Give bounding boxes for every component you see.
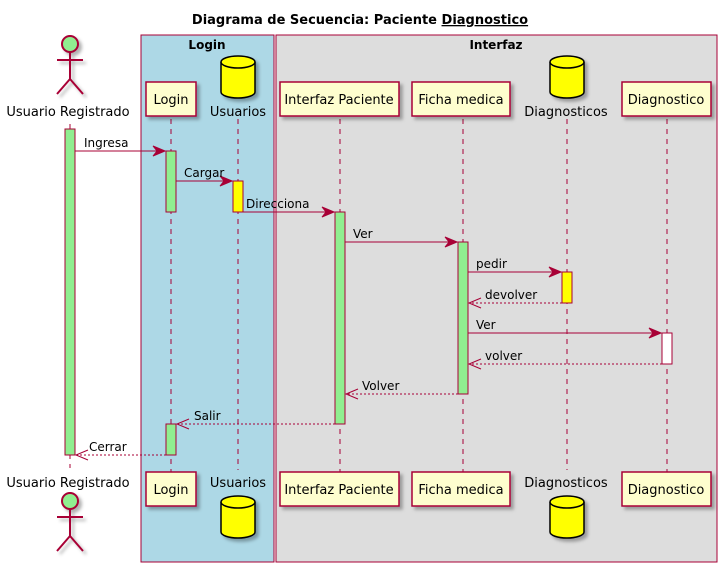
arrowhead: [648, 327, 663, 339]
participant-diagnostico: [621, 81, 712, 117]
participant-diagnostico-label: Diagnostico: [628, 93, 705, 108]
participant-diagnostico-bottom: [621, 471, 712, 507]
database-icon: [549, 55, 585, 99]
diagram-title: Diagrama de Secuencia: Paciente Diagnost…: [192, 13, 528, 28]
actor-icon: [56, 35, 84, 95]
arrowhead: [467, 297, 482, 309]
title-prefix: Diagrama de Secuencia: Paciente: [192, 13, 437, 28]
database-icon: [220, 55, 256, 99]
participant-usuarios-label: Usuarios: [210, 105, 266, 120]
message-label: Cerrar: [89, 440, 127, 454]
message-label: devolver: [485, 288, 537, 302]
database-icon: [220, 495, 256, 539]
participant-login-bottom: [145, 471, 197, 507]
participant-diagnosticos-label: Diagnosticos: [524, 105, 608, 120]
message-label: Ver: [353, 227, 373, 241]
participant-interfaz-bottom: [279, 471, 400, 507]
message-label: Ingresa: [84, 136, 128, 150]
participant-ficha-bottom: [411, 471, 511, 507]
activation-login-2: [165, 423, 177, 456]
arrowhead: [321, 206, 336, 218]
arrowhead: [74, 449, 89, 461]
activation-diagnosticos: [561, 271, 573, 304]
actor-icon: [56, 492, 84, 552]
arrowhead: [152, 145, 167, 157]
participant-diagnosticos-label-bottom: Diagnosticos: [524, 476, 608, 491]
message-label: Ver: [476, 318, 496, 332]
message-label: Direcciona: [246, 197, 309, 211]
participant-usuario-label-bottom: Usuario Registrado: [6, 476, 129, 491]
participant-interfaz: [279, 81, 400, 117]
message-label: Volver: [362, 379, 399, 393]
participant-ficha-label-bottom: Ficha medica: [418, 483, 503, 498]
participant-usuarios-label-bottom: Usuarios: [210, 476, 266, 491]
arrowhead: [344, 388, 359, 400]
participant-usuario-label: Usuario Registrado: [6, 105, 129, 120]
message-label: Salir: [194, 409, 221, 423]
arrowhead: [444, 236, 459, 248]
database-icon: [549, 495, 585, 539]
activation-diagnostico: [661, 332, 673, 365]
participant-ficha: [411, 81, 511, 117]
arrowhead: [219, 175, 234, 187]
activation-usuarios: [232, 180, 244, 213]
activation-ficha: [457, 241, 469, 395]
activations: [64, 128, 673, 456]
interfaz-box-label: Interfaz: [469, 38, 522, 52]
activation-usuario: [64, 128, 76, 456]
participant-login: [145, 81, 197, 117]
participant-ficha-label: Ficha medica: [418, 93, 503, 108]
message-label: volver: [485, 349, 522, 363]
messages: [74, 145, 663, 461]
participant-login-label: Login: [153, 93, 188, 108]
participant-login-label-bottom: Login: [153, 483, 188, 498]
arrowhead: [467, 358, 482, 370]
activation-interfaz: [334, 211, 346, 425]
message-label: pedir: [476, 257, 507, 271]
participant-interfaz-label: Interfaz Paciente: [284, 93, 393, 108]
activation-login-1: [165, 150, 177, 213]
arrowhead: [175, 418, 190, 430]
participant-interfaz-label-bottom: Interfaz Paciente: [284, 483, 393, 498]
login-box-label: Login: [188, 38, 225, 52]
message-labels: Ingresa Cargar Direcciona Ver pedir devo…: [84, 136, 537, 454]
message-label: Cargar: [184, 166, 224, 180]
title-underlined: Diagnostico: [442, 13, 529, 28]
participant-diagnostico-label-bottom: Diagnostico: [628, 483, 705, 498]
arrowhead: [548, 266, 563, 278]
